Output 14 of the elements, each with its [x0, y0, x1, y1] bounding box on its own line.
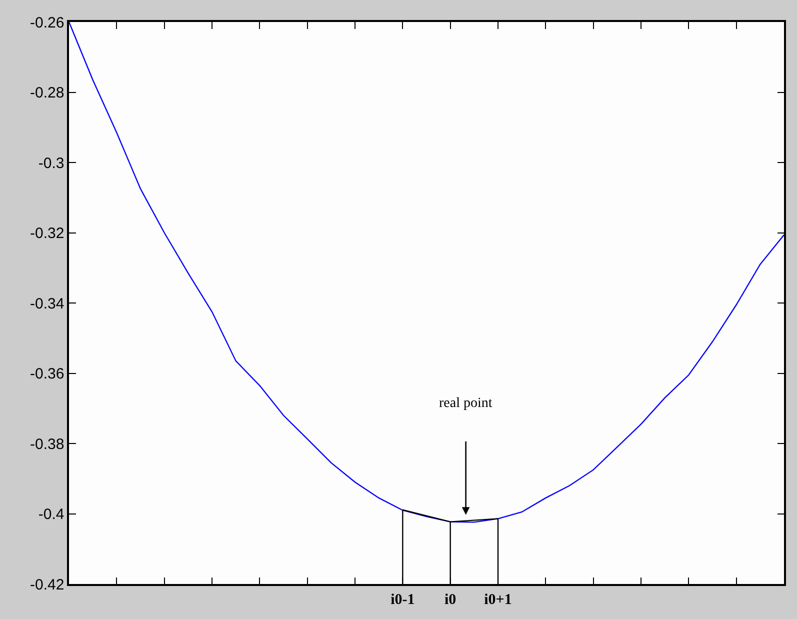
y-tick-label: -0.4 — [38, 506, 64, 523]
x-tick-label: i0+1 — [484, 592, 512, 608]
x-tick-label: i0-1 — [390, 592, 415, 608]
y-tick-label: -0.28 — [30, 84, 64, 102]
y-tick-label: -0.32 — [30, 225, 64, 242]
annotation: real point — [439, 396, 492, 411]
x-tick-label: i0 — [444, 592, 456, 608]
y-tick-label: -0.3 — [38, 154, 64, 172]
line-series — [69, 22, 784, 523]
y-tick-label: -0.26 — [30, 14, 64, 32]
y-tick-label: -0.34 — [30, 295, 64, 312]
y-tick-label: -0.38 — [30, 436, 64, 453]
y-tick-label: -0.36 — [30, 366, 64, 382]
y-tick-label: -0.42 — [30, 576, 64, 594]
